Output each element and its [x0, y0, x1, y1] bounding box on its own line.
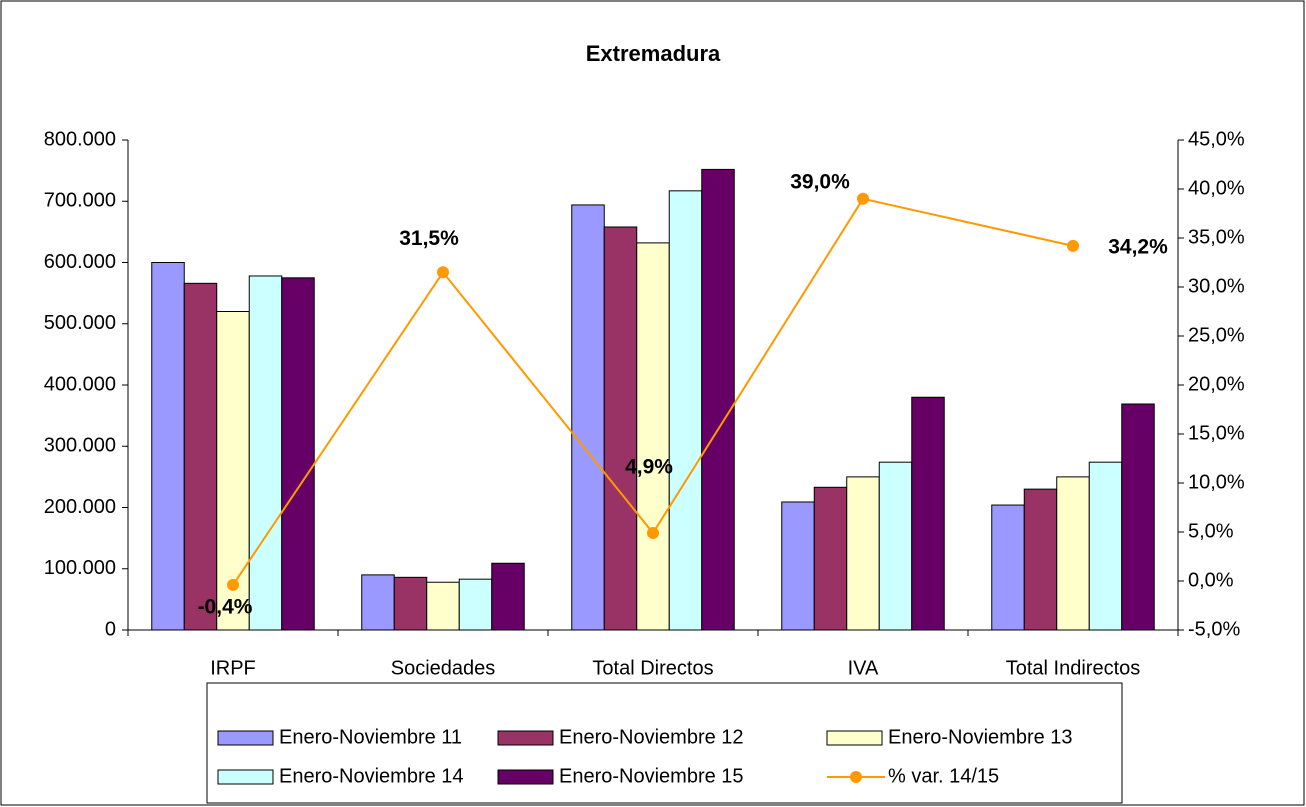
bar [248, 275, 283, 631]
y2-tick-label: 5,0% [1188, 520, 1234, 542]
x-tick-label: IRPF [210, 657, 256, 679]
x-tick-label: IVA [848, 657, 879, 679]
legend-label: Enero-Noviembre 12 [559, 726, 744, 748]
y2-tick-label: 35,0% [1188, 226, 1245, 248]
legend-label: Enero-Noviembre 11 [279, 726, 462, 748]
y-tick-label: 0 [105, 618, 116, 640]
bar [571, 204, 605, 631]
y2-tick-label: 25,0% [1188, 324, 1245, 346]
y2-tick-label: 15,0% [1188, 422, 1245, 444]
bar [426, 581, 460, 631]
legend-swatch [217, 769, 274, 785]
chart-title: Extremadura [586, 41, 721, 66]
bar [183, 282, 218, 631]
bar [361, 574, 395, 631]
y2-tick-label: 20,0% [1188, 373, 1245, 395]
bar [151, 262, 185, 631]
legend-box [206, 682, 1123, 804]
x-tick-label: Total Indirectos [1006, 657, 1141, 679]
line-point [857, 192, 869, 205]
bar [846, 476, 880, 631]
y-tick-label: 500.000 [44, 312, 116, 334]
y-tick-label: 600.000 [44, 251, 116, 273]
legend-swatch [217, 730, 274, 746]
legend-swatch [497, 730, 554, 746]
y2-tick-label: 40,0% [1188, 177, 1245, 199]
bar [1023, 488, 1058, 631]
bar [281, 277, 315, 631]
line-point [1067, 239, 1079, 252]
bar [813, 486, 848, 631]
y2-tick-label: 45,0% [1188, 128, 1245, 150]
bar [603, 226, 638, 631]
bar [216, 311, 250, 631]
data-label: -0,4% [198, 595, 253, 618]
legend-swatch [826, 730, 883, 746]
y2-tick-label: 0,0% [1188, 569, 1234, 591]
bar [991, 504, 1025, 631]
y-tick-label: 200.000 [44, 496, 116, 518]
bar [911, 396, 945, 631]
y-tick-label: 800.000 [44, 128, 116, 150]
line-point [227, 578, 239, 591]
y2-tick-label: -5,0% [1188, 618, 1240, 640]
bar [1088, 461, 1123, 631]
bar [878, 461, 913, 631]
legend-marker [850, 771, 862, 783]
bar [458, 578, 493, 631]
legend-label: Enero-Noviembre 15 [559, 765, 744, 787]
legend-label: Enero-Noviembre 13 [888, 726, 1073, 748]
bar [636, 242, 670, 631]
bar [701, 168, 735, 631]
line-point [437, 266, 449, 279]
y2-tick-label: 10,0% [1188, 471, 1245, 493]
data-label: 34,2% [1108, 235, 1168, 258]
x-tick-label: Sociedades [391, 657, 496, 679]
bar [491, 562, 525, 631]
legend-label: % var. 14/15 [888, 765, 999, 787]
line-point [647, 526, 659, 539]
data-label: 31,5% [399, 227, 459, 250]
bar [668, 190, 703, 631]
bar [1121, 403, 1155, 631]
y2-tick-label: 30,0% [1188, 275, 1245, 297]
bar [1056, 476, 1090, 631]
legend-label: Enero-Noviembre 14 [279, 765, 464, 787]
data-label: 39,0% [790, 170, 850, 193]
bar [393, 576, 428, 631]
y-tick-label: 300.000 [44, 435, 116, 457]
y-tick-label: 100.000 [44, 557, 116, 579]
y-tick-label: 400.000 [44, 373, 116, 395]
y-tick-label: 700.000 [44, 190, 116, 212]
bar [781, 501, 815, 631]
x-tick-label: Total Directos [592, 657, 713, 679]
legend-swatch [497, 769, 554, 785]
data-label: 4,9% [625, 456, 673, 479]
